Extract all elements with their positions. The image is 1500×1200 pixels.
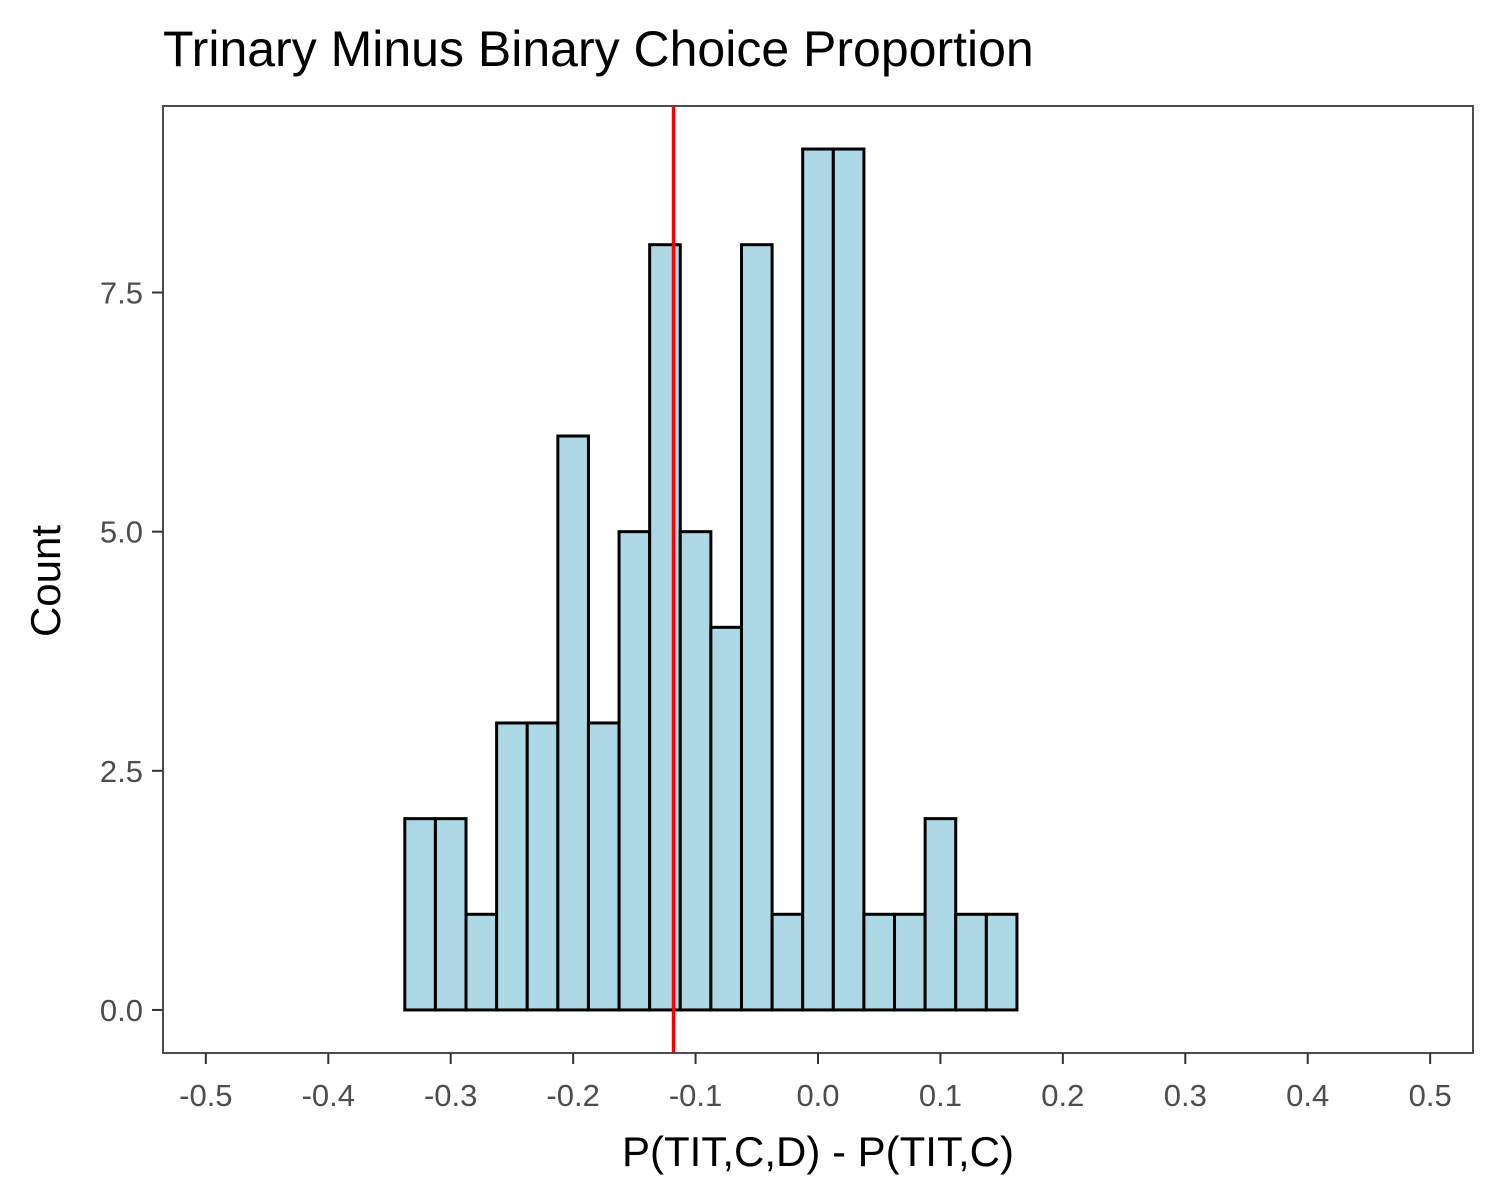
y-axis: 0.0 2.5 5.0 7.5	[100, 276, 163, 1028]
x-tick-label: 0.5	[1409, 1078, 1452, 1113]
chart-title: Trinary Minus Binary Choice Proportion	[163, 21, 1034, 77]
y-tick-label: 5.0	[100, 515, 143, 550]
histogram-bar	[586, 721, 621, 1012]
x-axis: -0.5 -0.4 -0.3 -0.2 -0.1 0.0 0.1 0.2 0.3 0.4 0.5	[179, 1053, 1452, 1113]
histogram-bar	[433, 817, 468, 1012]
histogram-bar	[403, 817, 437, 1012]
x-tick-label: -0.2	[546, 1078, 599, 1113]
x-tick-label: 0.2	[1041, 1078, 1084, 1113]
x-axis-title: P(TIT,C,D) - P(TIT,C)	[622, 1128, 1014, 1175]
histogram-bar	[862, 912, 897, 1012]
y-tick-label: 0.0	[100, 993, 143, 1028]
histogram-bar	[617, 530, 652, 1012]
histogram-bar	[495, 721, 529, 1012]
bars-group	[403, 147, 1019, 1012]
histogram-bar	[556, 434, 590, 1012]
histogram-bar	[923, 817, 958, 1012]
histogram-bar	[525, 721, 560, 1012]
x-tick-label: 0.1	[919, 1078, 962, 1113]
histogram-bar	[831, 147, 866, 1012]
histogram-bar	[770, 912, 805, 1012]
y-tick-label: 7.5	[100, 276, 143, 311]
y-tick-label: 2.5	[100, 754, 143, 789]
histogram-bar	[709, 625, 743, 1012]
x-tick-label: 0.3	[1164, 1078, 1207, 1113]
x-tick-label: 0.0	[796, 1078, 839, 1113]
histogram-bar	[984, 912, 1019, 1012]
histogram-bar	[954, 912, 988, 1012]
histogram-bar	[739, 243, 774, 1012]
x-tick-label: -0.1	[669, 1078, 722, 1113]
y-axis-title: Count	[22, 525, 69, 637]
x-tick-label: 0.4	[1286, 1078, 1329, 1113]
x-tick-label: -0.5	[179, 1078, 232, 1113]
histogram-bar	[464, 912, 499, 1012]
histogram-bar	[893, 912, 927, 1012]
x-tick-label: -0.4	[302, 1078, 355, 1113]
histogram-bar	[648, 243, 682, 1012]
histogram-bar	[801, 147, 835, 1012]
histogram-bar	[678, 530, 713, 1012]
x-tick-label: -0.3	[424, 1078, 477, 1113]
